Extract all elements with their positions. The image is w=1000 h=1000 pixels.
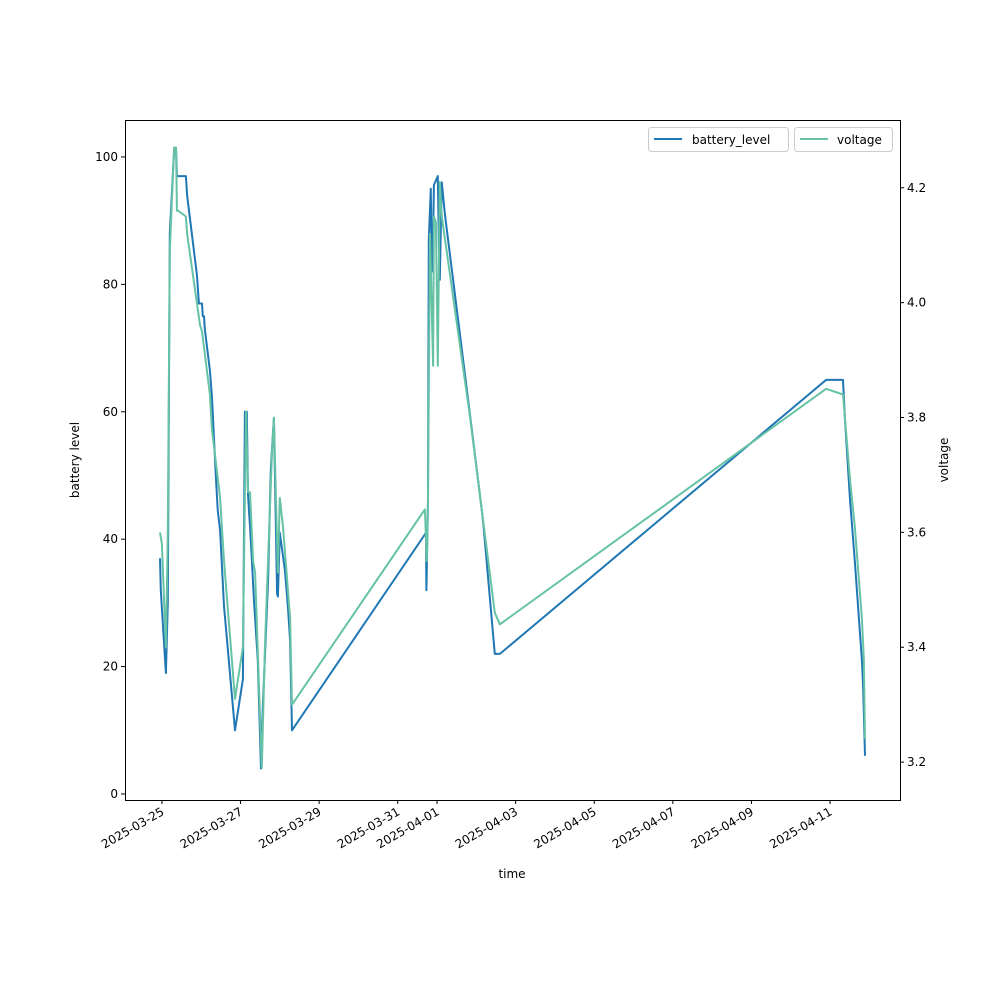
x-tick-label: 2025-03-29: [256, 804, 323, 851]
right-y-tick-label: 4.0: [907, 296, 926, 310]
right-y-tick-label: 4.2: [907, 181, 926, 195]
right-y-axis-label: voltage: [937, 438, 951, 483]
x-tick-label: 2025-03-27: [178, 804, 245, 851]
x-axis-ticks: 2025-03-25 2025-03-27 2025-03-29 2025-03-31…: [99, 800, 835, 851]
x-tick-label: 2025-04-09: [689, 804, 756, 851]
right-y-tick-label: 3.6: [907, 525, 926, 539]
left-y-tick-label: 40: [103, 532, 118, 546]
left-y-tick-label: 0: [110, 787, 118, 801]
plot-lines: [159, 146, 866, 770]
left-y-tick-label: 100: [95, 150, 118, 164]
right-y-axis-ticks: 3.2 3.4 3.6 3.8 4.0 4.2: [900, 181, 926, 769]
series-line-voltage: [159, 146, 866, 769]
x-tick-label: 2025-04-07: [610, 804, 677, 851]
plot-frame: [125, 120, 901, 801]
right-y-tick-label: 3.4: [907, 640, 926, 654]
x-tick-label: 2025-04-03: [453, 804, 520, 851]
legend-voltage-label: voltage: [837, 133, 882, 147]
left-y-tick-label: 20: [103, 660, 118, 674]
legend-battery-label: battery_level: [692, 133, 770, 147]
x-tick-label: 2025-03-25: [99, 804, 166, 851]
left-y-axis-ticks: 0 20 40 60 80 100: [95, 150, 125, 801]
legend-voltage: voltage: [794, 127, 893, 152]
left-y-axis-label: battery level: [68, 422, 82, 498]
x-tick-label: 2025-04-11: [767, 804, 834, 851]
legend-battery: battery_level: [648, 127, 789, 152]
right-y-tick-label: 3.8: [907, 411, 926, 425]
x-tick-label: 2025-04-05: [531, 804, 598, 851]
right-y-tick-label: 3.2: [907, 755, 926, 769]
left-y-tick-label: 80: [103, 277, 118, 291]
x-axis-label: time: [498, 867, 525, 881]
series-line-battery_level: [159, 149, 866, 770]
left-y-tick-label: 60: [103, 405, 118, 419]
